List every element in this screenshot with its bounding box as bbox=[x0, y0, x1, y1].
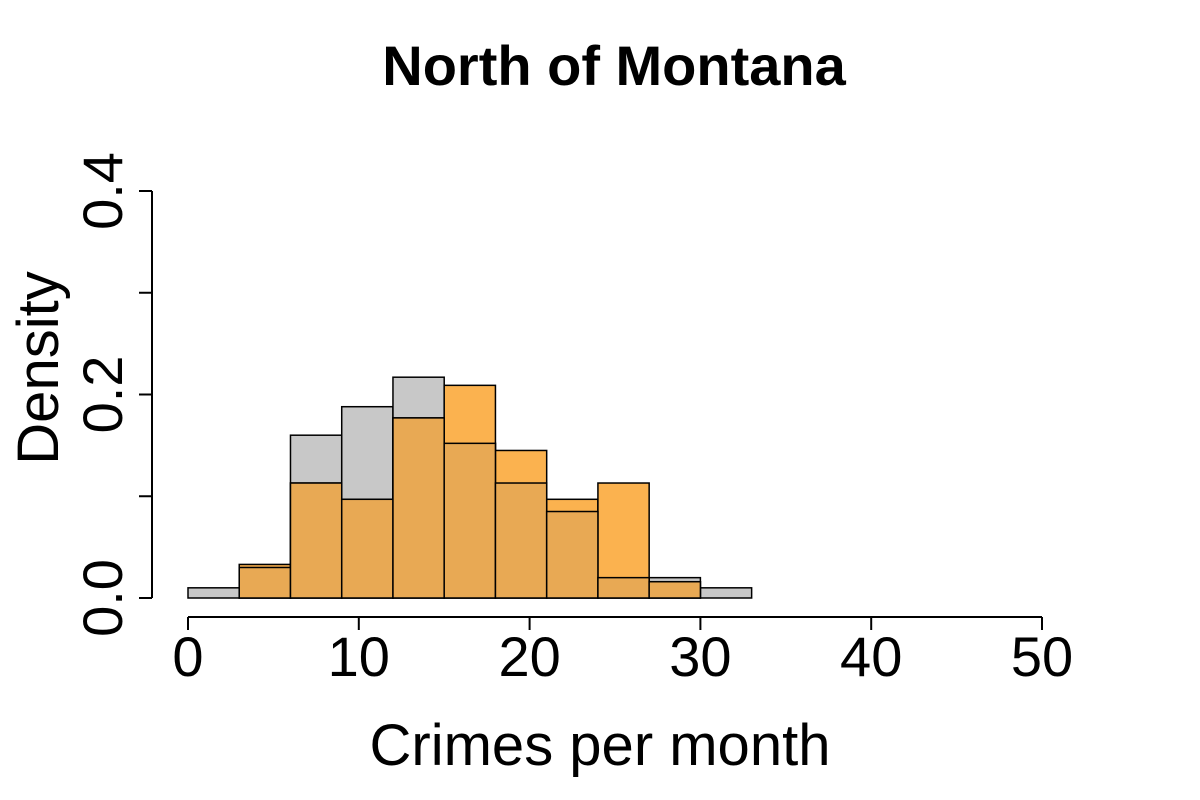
bar-overlap-3 bbox=[340, 498, 394, 599]
bars-group bbox=[187, 376, 753, 599]
x-tick-label-1: 10 bbox=[328, 625, 390, 688]
bar-series1-10 bbox=[699, 587, 753, 599]
x-tick-label-2: 20 bbox=[498, 625, 560, 688]
bar-overlap-2 bbox=[289, 482, 343, 599]
bar-overlap-5 bbox=[443, 442, 497, 599]
bar-overlap-4 bbox=[392, 417, 445, 599]
bar-overlap-1 bbox=[238, 566, 292, 599]
bar-series1-0 bbox=[187, 587, 240, 599]
x-tick-label-5: 50 bbox=[1011, 625, 1073, 688]
y-tick-label-2: 0.4 bbox=[71, 152, 134, 230]
x-axis-label: Crimes per month bbox=[370, 713, 831, 778]
x-tick-label-3: 30 bbox=[669, 625, 731, 688]
bar-overlap-7 bbox=[545, 510, 599, 599]
bar-overlap-8 bbox=[597, 576, 650, 599]
y-tick-label-0: 0.0 bbox=[71, 559, 134, 637]
y-axis-label: Density bbox=[6, 271, 71, 464]
y-tick-label-1: 0.2 bbox=[71, 356, 134, 434]
bar-overlap-9 bbox=[648, 580, 702, 599]
bar-overlap-6 bbox=[494, 482, 548, 599]
x-tick-label-4: 40 bbox=[840, 625, 902, 688]
chart-title: North of Montana bbox=[382, 34, 846, 97]
axes-group: 0 10 20 30 40 50 0.0 0.2 0.4 bbox=[71, 152, 1073, 688]
x-tick-label-0: 0 bbox=[172, 625, 203, 688]
